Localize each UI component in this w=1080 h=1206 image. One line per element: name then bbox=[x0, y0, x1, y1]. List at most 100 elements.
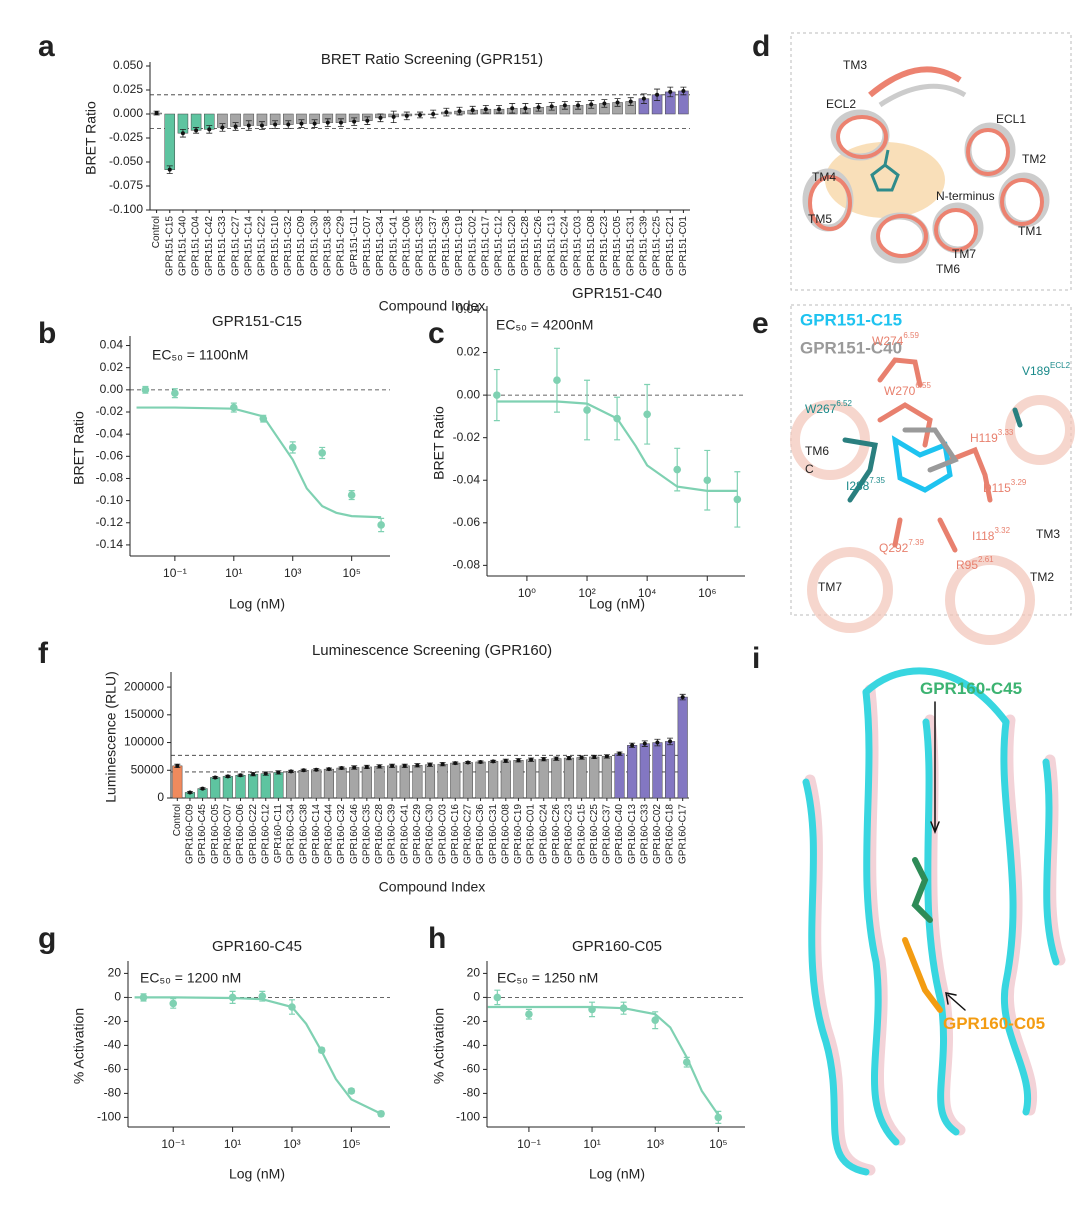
bar bbox=[248, 773, 259, 799]
bar bbox=[450, 762, 461, 799]
data-point bbox=[668, 739, 673, 744]
y-tick-label: -0.075 bbox=[109, 178, 143, 192]
data-point bbox=[339, 766, 344, 771]
label-text: TM3 bbox=[1036, 527, 1060, 541]
residues bbox=[842, 357, 1023, 553]
data-point bbox=[391, 114, 396, 119]
x-tick-label: GPR151-C28 bbox=[520, 216, 531, 276]
data-point bbox=[503, 758, 508, 763]
bar bbox=[551, 758, 562, 799]
bar bbox=[323, 768, 334, 799]
x-tick-label: GPR160-C25 bbox=[589, 804, 600, 864]
data-point bbox=[167, 167, 172, 172]
structure-label: W2676.52 bbox=[805, 399, 852, 416]
label-text: ECL1 bbox=[996, 112, 1026, 126]
y-tick-label: -40 bbox=[463, 1038, 481, 1052]
data-point bbox=[628, 99, 633, 104]
data-point bbox=[651, 1016, 659, 1024]
x-tick-label: GPR151-C27 bbox=[230, 216, 241, 276]
y-tick-label: 0 bbox=[157, 790, 164, 804]
bar bbox=[387, 765, 398, 799]
x-tick-label: 10¹ bbox=[224, 1137, 241, 1151]
data-point bbox=[289, 769, 294, 774]
x-tick-label: Control bbox=[151, 216, 162, 248]
label-text: TM5 bbox=[808, 212, 832, 226]
x-tick-label: 10⁻¹ bbox=[163, 566, 187, 580]
data-point bbox=[286, 122, 291, 127]
label-text: TM2 bbox=[1022, 152, 1046, 166]
x-tick-label: GPR151-C06 bbox=[401, 216, 412, 276]
x-tick-label: GPR151-C41 bbox=[388, 216, 399, 276]
data-point bbox=[273, 122, 278, 127]
bar bbox=[627, 745, 638, 799]
panel-letter: d bbox=[752, 30, 770, 63]
bar bbox=[475, 761, 486, 799]
data-point bbox=[619, 1004, 628, 1012]
label-text: GPR160-C05 bbox=[943, 1014, 1045, 1033]
data-point bbox=[276, 770, 281, 775]
data-point bbox=[592, 754, 597, 759]
fit-curve bbox=[136, 406, 382, 519]
structure-label: I2887.35 bbox=[846, 476, 885, 493]
structure-label: GPR160-C05 bbox=[943, 1014, 1045, 1033]
y-tick-label: 0.04 bbox=[457, 302, 481, 316]
x-tick-label: GPR160-C17 bbox=[677, 804, 688, 864]
bar bbox=[412, 765, 423, 799]
x-tick-label: GPR151-C40 bbox=[178, 216, 189, 276]
data-point bbox=[562, 103, 567, 108]
y-tick-label: -80 bbox=[463, 1086, 481, 1100]
data-point bbox=[613, 414, 621, 423]
y-tick-label: -20 bbox=[104, 1014, 122, 1028]
x-tick-label: GPR160-C14 bbox=[311, 804, 322, 864]
helices-cyan bbox=[802, 667, 1060, 1176]
x-tick-label: 10⁰ bbox=[518, 586, 536, 600]
data-point bbox=[566, 756, 571, 761]
structure-label: TM5 bbox=[808, 212, 832, 226]
data-point bbox=[576, 103, 581, 108]
structure-label: H1193.33 bbox=[970, 428, 1014, 445]
data-point bbox=[390, 763, 395, 768]
label-text: TM1 bbox=[1018, 224, 1042, 238]
panel-letter: a bbox=[38, 30, 55, 63]
y-tick-label: 0.02 bbox=[457, 345, 481, 359]
data-point bbox=[483, 107, 488, 112]
legend-entry: GPR151-C40 bbox=[800, 338, 902, 357]
fit-curve bbox=[134, 996, 382, 1115]
label-superscript: ECL2 bbox=[1050, 361, 1071, 370]
x-tick-label: GPR160-C02 bbox=[652, 804, 663, 864]
bar bbox=[210, 777, 221, 799]
x-tick-label: GPR151-C12 bbox=[494, 216, 505, 276]
data-point bbox=[529, 757, 534, 762]
x-tick-label: GPR160-C09 bbox=[185, 804, 196, 864]
label-text: I288 bbox=[846, 479, 870, 493]
x-tick-label: GPR160-C07 bbox=[222, 804, 233, 864]
label-text: I118 bbox=[972, 529, 995, 543]
y-tick-label: 0.025 bbox=[113, 82, 143, 96]
bar bbox=[172, 765, 183, 799]
data-point bbox=[615, 100, 620, 105]
x-tick-label: 10⁵ bbox=[709, 1137, 727, 1151]
structure-label: D1153.29 bbox=[983, 478, 1027, 495]
x-tick-label: GPR151-C30 bbox=[309, 216, 320, 276]
legend-entry: GPR151-C15 bbox=[800, 310, 902, 329]
data-point bbox=[415, 763, 420, 768]
bar bbox=[424, 764, 436, 799]
x-tick-label: 10⁵ bbox=[342, 1137, 360, 1151]
label-text: Q292 bbox=[879, 541, 909, 555]
label-superscript: 3.32 bbox=[994, 526, 1010, 535]
structure-i bbox=[802, 667, 1066, 1176]
y-tick-label: -60 bbox=[463, 1062, 481, 1076]
data-point bbox=[444, 110, 449, 115]
x-tick-label: GPR160-C28 bbox=[374, 804, 385, 864]
x-tick-label: GPR160-C22 bbox=[248, 804, 259, 864]
structure-label: TM7 bbox=[952, 247, 976, 261]
x-tick-label: GPR151-C09 bbox=[296, 216, 307, 276]
data-point bbox=[714, 1113, 723, 1122]
y-tick-label: 0.02 bbox=[100, 360, 124, 374]
bar bbox=[374, 766, 385, 799]
annotation: EC₅₀ = 1200 nM bbox=[140, 970, 241, 986]
y-tick-label: -0.06 bbox=[453, 515, 481, 529]
label-text: D115 bbox=[983, 481, 1011, 495]
chart-title: GPR151-C15 bbox=[212, 313, 302, 330]
ligand bbox=[870, 149, 900, 192]
